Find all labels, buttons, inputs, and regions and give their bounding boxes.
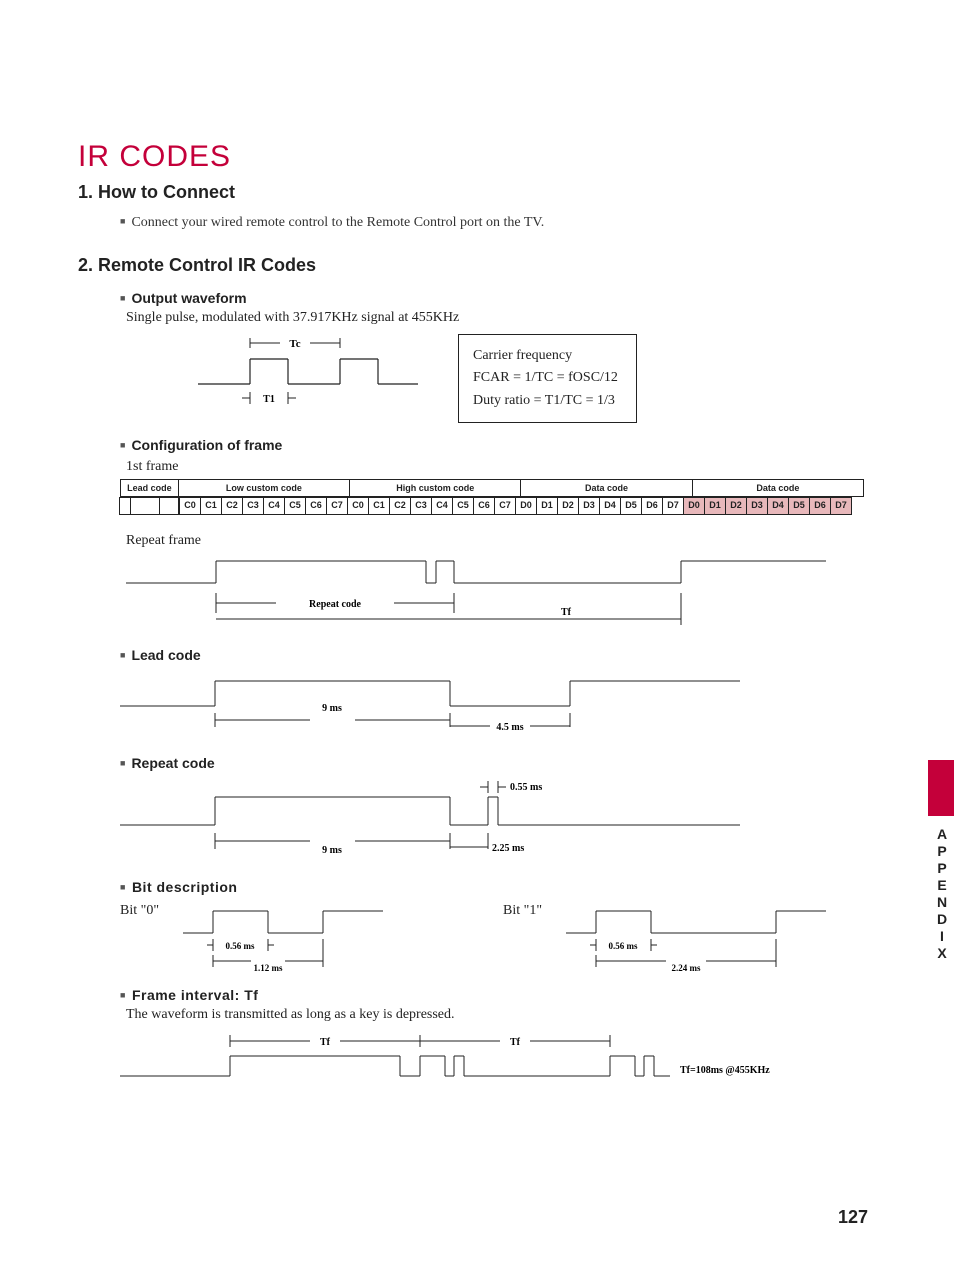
bit-c: C4	[431, 497, 453, 515]
output-waveform-text: Single pulse, modulated with 37.917KHz s…	[126, 310, 864, 326]
lead-code-diagram: 9 ms 4.5 ms	[120, 671, 740, 741]
frame-table: Lead code Low custom code High custom co…	[120, 479, 864, 515]
side-tab	[928, 760, 954, 816]
svg-text:4.5 ms: 4.5 ms	[496, 722, 523, 733]
tc-pulse-diagram: Tc T1	[198, 334, 418, 414]
section-1-heading: 1. How to Connect	[78, 182, 864, 203]
frame-interval-diagram: Tf Tf Tf=108ms @455KHz	[120, 1031, 880, 1091]
bit-c: C5	[284, 497, 306, 515]
bit-d: D1	[536, 497, 558, 515]
repeat-code-diagram: 0.55 ms 9 ms 2.25 ms	[120, 775, 740, 865]
svg-text:Tc: Tc	[289, 338, 300, 350]
bit-c: C3	[242, 497, 264, 515]
bit-c: C0	[347, 497, 369, 515]
svg-text:2.25 ms: 2.25 ms	[492, 843, 524, 854]
svg-text:Tf: Tf	[510, 1037, 521, 1048]
bit-d-inv: D6	[809, 497, 831, 515]
hdr-low: Low custom code	[178, 479, 350, 497]
bit-desc-heading: Bit description	[120, 879, 864, 895]
svg-text:9 ms: 9 ms	[322, 703, 342, 714]
frame-interval-heading: Frame interval: Tf	[120, 987, 864, 1003]
output-waveform-heading: Output waveform	[120, 290, 864, 306]
page-title: IR CODES	[78, 140, 864, 174]
bit-c: C4	[263, 497, 285, 515]
svg-text:2.24 ms: 2.24 ms	[672, 963, 701, 973]
svg-text:0.55 ms: 0.55 ms	[510, 782, 542, 793]
hdr-data2: Data code	[692, 479, 864, 497]
frame-interval-text: The waveform is transmitted as long as a…	[126, 1007, 864, 1023]
bit-d: D7	[662, 497, 684, 515]
bit-d-inv: D3	[746, 497, 768, 515]
bit0-diagram: 0.56 ms 1.12 ms	[183, 903, 383, 973]
repeat-frame-label: Repeat frame	[126, 533, 864, 549]
section-1-text: Connect your wired remote control to the…	[120, 215, 864, 231]
svg-text:0.56 ms: 0.56 ms	[226, 941, 255, 951]
first-frame-label: 1st frame	[126, 459, 864, 475]
bit-c: C7	[326, 497, 348, 515]
bit-d-inv: D1	[704, 497, 726, 515]
bit1-diagram: 0.56 ms 2.24 ms	[566, 903, 826, 973]
bit-c: C7	[494, 497, 516, 515]
carrier-box: Carrier frequency FCAR = 1/TC = fOSC/12 …	[458, 334, 637, 423]
bit-d: D0	[515, 497, 537, 515]
repeat-frame-diagram: Repeat code Tf	[126, 553, 826, 633]
svg-text:Tf=108ms @455KHz: Tf=108ms @455KHz	[680, 1065, 770, 1076]
carrier-title: Carrier frequency	[473, 345, 618, 367]
section-2-heading: 2. Remote Control IR Codes	[78, 255, 864, 276]
svg-text:T1: T1	[263, 394, 275, 405]
bit-c: C2	[389, 497, 411, 515]
svg-text:Tf: Tf	[320, 1037, 331, 1048]
bit-c: C1	[368, 497, 390, 515]
bit-c: C2	[221, 497, 243, 515]
svg-text:1.12 ms: 1.12 ms	[254, 963, 283, 973]
bit-d-inv: D0	[683, 497, 705, 515]
bit-d-inv: D7	[830, 497, 852, 515]
bit-c: C6	[305, 497, 327, 515]
carrier-line-1: FCAR = 1/TC = fOSC/12	[473, 367, 618, 389]
bit-c: C5	[452, 497, 474, 515]
repeat-code-heading: Repeat code	[120, 755, 864, 771]
hdr-data1: Data code	[520, 479, 692, 497]
config-frame-heading: Configuration of frame	[120, 437, 864, 453]
svg-text:0.56 ms: 0.56 ms	[609, 941, 638, 951]
bit-c: C3	[410, 497, 432, 515]
bit-c: C6	[473, 497, 495, 515]
bit0-label: Bit "0"	[120, 903, 159, 919]
bit-d-inv: D5	[788, 497, 810, 515]
bit-d: D3	[578, 497, 600, 515]
bit-d: D5	[620, 497, 642, 515]
bit-c: C1	[200, 497, 222, 515]
svg-text:9 ms: 9 ms	[322, 845, 342, 856]
page-number: 127	[838, 1207, 868, 1228]
carrier-line-2: Duty ratio = T1/TC = 1/3	[473, 390, 618, 412]
side-label: APPENDIX	[934, 826, 950, 962]
bit1-label: Bit "1"	[503, 903, 542, 919]
svg-text:Repeat code: Repeat code	[309, 599, 361, 610]
bit-c: C0	[179, 497, 201, 515]
hdr-lead: Lead code	[120, 479, 179, 497]
bit-d: D2	[557, 497, 579, 515]
svg-text:Tf: Tf	[561, 607, 572, 618]
bit-d: D4	[599, 497, 621, 515]
hdr-high: High custom code	[349, 479, 521, 497]
lead-code-heading: Lead code	[120, 647, 864, 663]
bit-d: D6	[641, 497, 663, 515]
bit-d-inv: D4	[767, 497, 789, 515]
bit-d-inv: D2	[725, 497, 747, 515]
